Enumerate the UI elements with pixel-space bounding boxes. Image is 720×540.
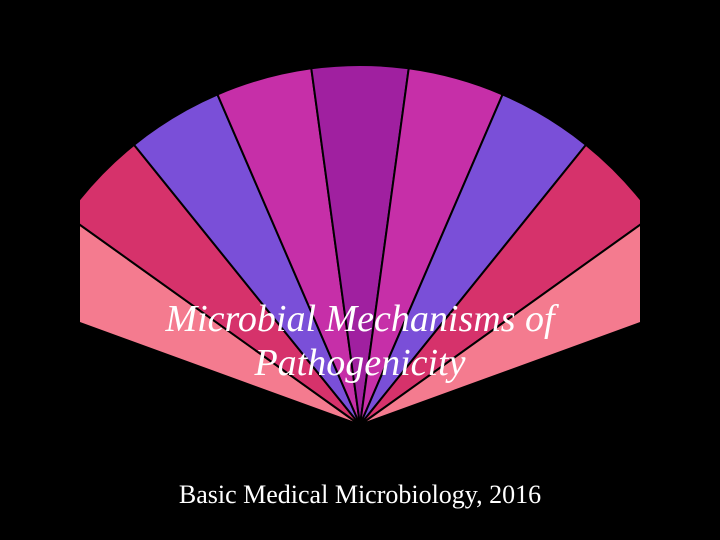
slide-subtitle: Basic Medical Microbiology, 2016 [0,480,720,510]
fan-graphic [80,45,640,265]
slide: Microbial Mechanisms of Pathogenicity Ba… [0,0,720,540]
title-line-2: Pathogenicity [254,342,465,384]
slide-title: Microbial Mechanisms of Pathogenicity [0,298,720,385]
title-line-1: Microbial Mechanisms of [165,298,554,340]
